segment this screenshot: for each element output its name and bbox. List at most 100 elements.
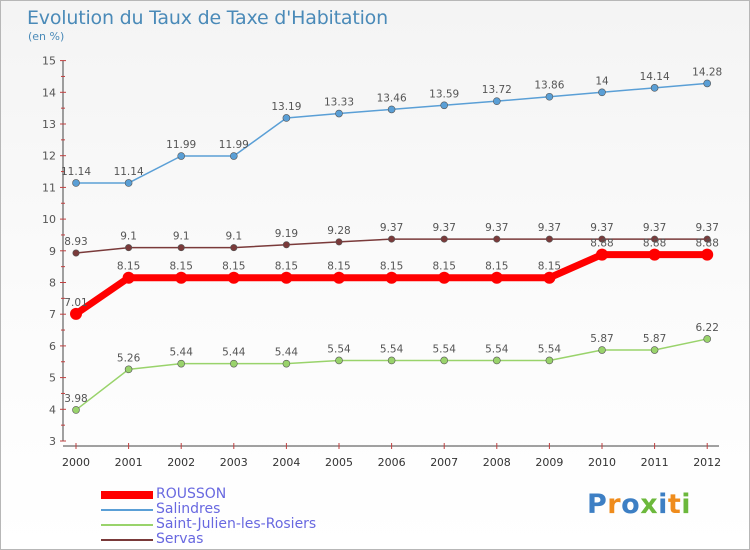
data-point-rousson [122, 271, 135, 284]
data-label-rousson: 8.15 [538, 261, 561, 273]
data-point-salindres [440, 101, 449, 110]
data-point-salindres [703, 79, 712, 88]
data-label-saint-julien-les-rosiers: 5.54 [380, 343, 404, 355]
data-point-servas [230, 244, 238, 252]
y-tick-label: 14 [42, 86, 56, 99]
logo-letter: i [658, 489, 668, 520]
x-tick-label: 2004 [272, 456, 300, 469]
data-label-servas: 9.37 [590, 222, 613, 234]
legend-label-rousson: ROUSSON [156, 486, 227, 502]
data-point-salindres [598, 88, 606, 97]
data-point-salindres [282, 114, 291, 122]
data-label-salindres: 14.14 [640, 71, 670, 83]
data-point-rousson [385, 271, 398, 284]
data-point-rousson [490, 271, 503, 284]
data-point-saint-julien-les-rosiers [177, 359, 185, 368]
data-label-salindres: 13.46 [377, 92, 407, 104]
data-point-salindres [492, 97, 501, 105]
data-label-servas: 8.93 [64, 236, 87, 248]
y-tick-label: 6 [49, 340, 56, 353]
data-point-saint-julien-les-rosiers [703, 335, 712, 343]
y-tick-label: 10 [42, 213, 56, 226]
data-point-saint-julien-les-rosiers [72, 406, 80, 414]
data-point-salindres [124, 179, 133, 187]
data-point-salindres [335, 109, 343, 118]
data-label-saint-julien-les-rosiers: 5.87 [590, 333, 613, 345]
legend-label-salindres: Salindres [156, 501, 221, 517]
data-point-saint-julien-les-rosiers [387, 356, 396, 365]
y-tick-label: 11 [42, 181, 56, 194]
y-tick-label: 7 [49, 308, 56, 321]
y-tick-label: 3 [49, 435, 56, 448]
data-label-rousson: 8.15 [222, 261, 245, 273]
logo-letter: i [681, 489, 692, 520]
data-label-saint-julien-les-rosiers: 6.22 [696, 322, 719, 334]
data-label-salindres: 11.99 [219, 139, 249, 151]
data-label-salindres: 13.59 [429, 88, 459, 100]
data-point-salindres [387, 105, 396, 114]
data-point-servas [598, 235, 606, 243]
legend-label-saint-julien: Saint-Julien-les-Rosiers [156, 516, 317, 532]
data-point-salindres [650, 84, 659, 92]
y-tick-label: 9 [49, 245, 56, 258]
x-tick-label: 2012 [693, 456, 721, 469]
data-label-rousson: 8.15 [433, 261, 456, 273]
data-label-servas: 9.37 [643, 222, 666, 234]
x-tick-label: 2002 [167, 456, 195, 469]
data-label-servas: 9.28 [327, 225, 350, 237]
data-point-servas [72, 249, 80, 257]
legend-swatch-saint-julien [101, 524, 153, 526]
data-point-salindres [230, 152, 238, 160]
y-tick-label: 15 [42, 55, 56, 68]
chart-title: Evolution du Taux de Taxe d'Habitation [27, 7, 388, 29]
y-tick-label: 4 [49, 403, 56, 416]
x-tick-label: 2001 [115, 456, 143, 469]
x-tick-label: 2006 [378, 456, 406, 469]
data-point-saint-julien-les-rosiers [124, 365, 133, 374]
data-point-saint-julien-les-rosiers [230, 359, 238, 368]
data-point-servas [703, 235, 711, 243]
data-label-rousson: 8.15 [170, 261, 193, 273]
logo-letter: o [621, 489, 641, 520]
data-point-saint-julien-les-rosiers [492, 356, 501, 365]
data-point-rousson [333, 271, 345, 284]
legend-swatch-servas [101, 539, 153, 541]
data-point-rousson [543, 271, 556, 284]
data-label-saint-julien-les-rosiers: 5.44 [222, 347, 246, 359]
data-point-servas [335, 238, 343, 246]
data-point-saint-julien-les-rosiers [282, 359, 291, 368]
y-tick-label: 12 [42, 150, 56, 163]
data-label-rousson: 8.15 [485, 261, 508, 273]
data-label-rousson: 8.88 [590, 238, 613, 250]
data-point-servas [388, 235, 396, 243]
logo-letter: x [640, 489, 659, 520]
data-point-salindres [72, 179, 80, 187]
data-label-rousson: 8.15 [327, 261, 350, 273]
data-label-servas: 9.37 [380, 222, 403, 234]
data-label-servas: 9.19 [275, 228, 298, 240]
data-label-saint-julien-les-rosiers: 5.44 [170, 347, 194, 359]
logo-letter: t [667, 489, 682, 520]
x-tick-label: 2005 [325, 456, 353, 469]
data-label-servas: 9.1 [225, 231, 242, 243]
data-point-rousson [227, 271, 240, 284]
data-point-saint-julien-les-rosiers [440, 356, 449, 365]
data-point-saint-julien-les-rosiers [545, 356, 554, 365]
data-label-salindres: 13.86 [534, 80, 564, 92]
x-tick-label: 2003 [220, 456, 248, 469]
data-label-salindres: 13.19 [271, 101, 301, 113]
data-label-saint-julien-les-rosiers: 5.54 [327, 343, 351, 355]
data-label-servas: 9.1 [173, 231, 190, 243]
data-label-salindres: 14 [595, 75, 609, 87]
data-label-saint-julien-les-rosiers: 5.44 [275, 347, 299, 359]
data-point-rousson [648, 248, 661, 261]
data-label-servas: 9.37 [485, 222, 508, 234]
data-label-rousson: 8.15 [380, 261, 403, 273]
data-label-saint-julien-les-rosiers: 5.54 [538, 343, 562, 355]
data-label-rousson: 8.15 [117, 261, 140, 273]
data-label-saint-julien-les-rosiers: 5.54 [433, 343, 457, 355]
y-tick-label: 5 [49, 372, 56, 385]
x-tick-label: 2008 [483, 456, 511, 469]
y-tick-label: 8 [49, 277, 56, 290]
data-label-rousson: 8.88 [643, 238, 666, 250]
